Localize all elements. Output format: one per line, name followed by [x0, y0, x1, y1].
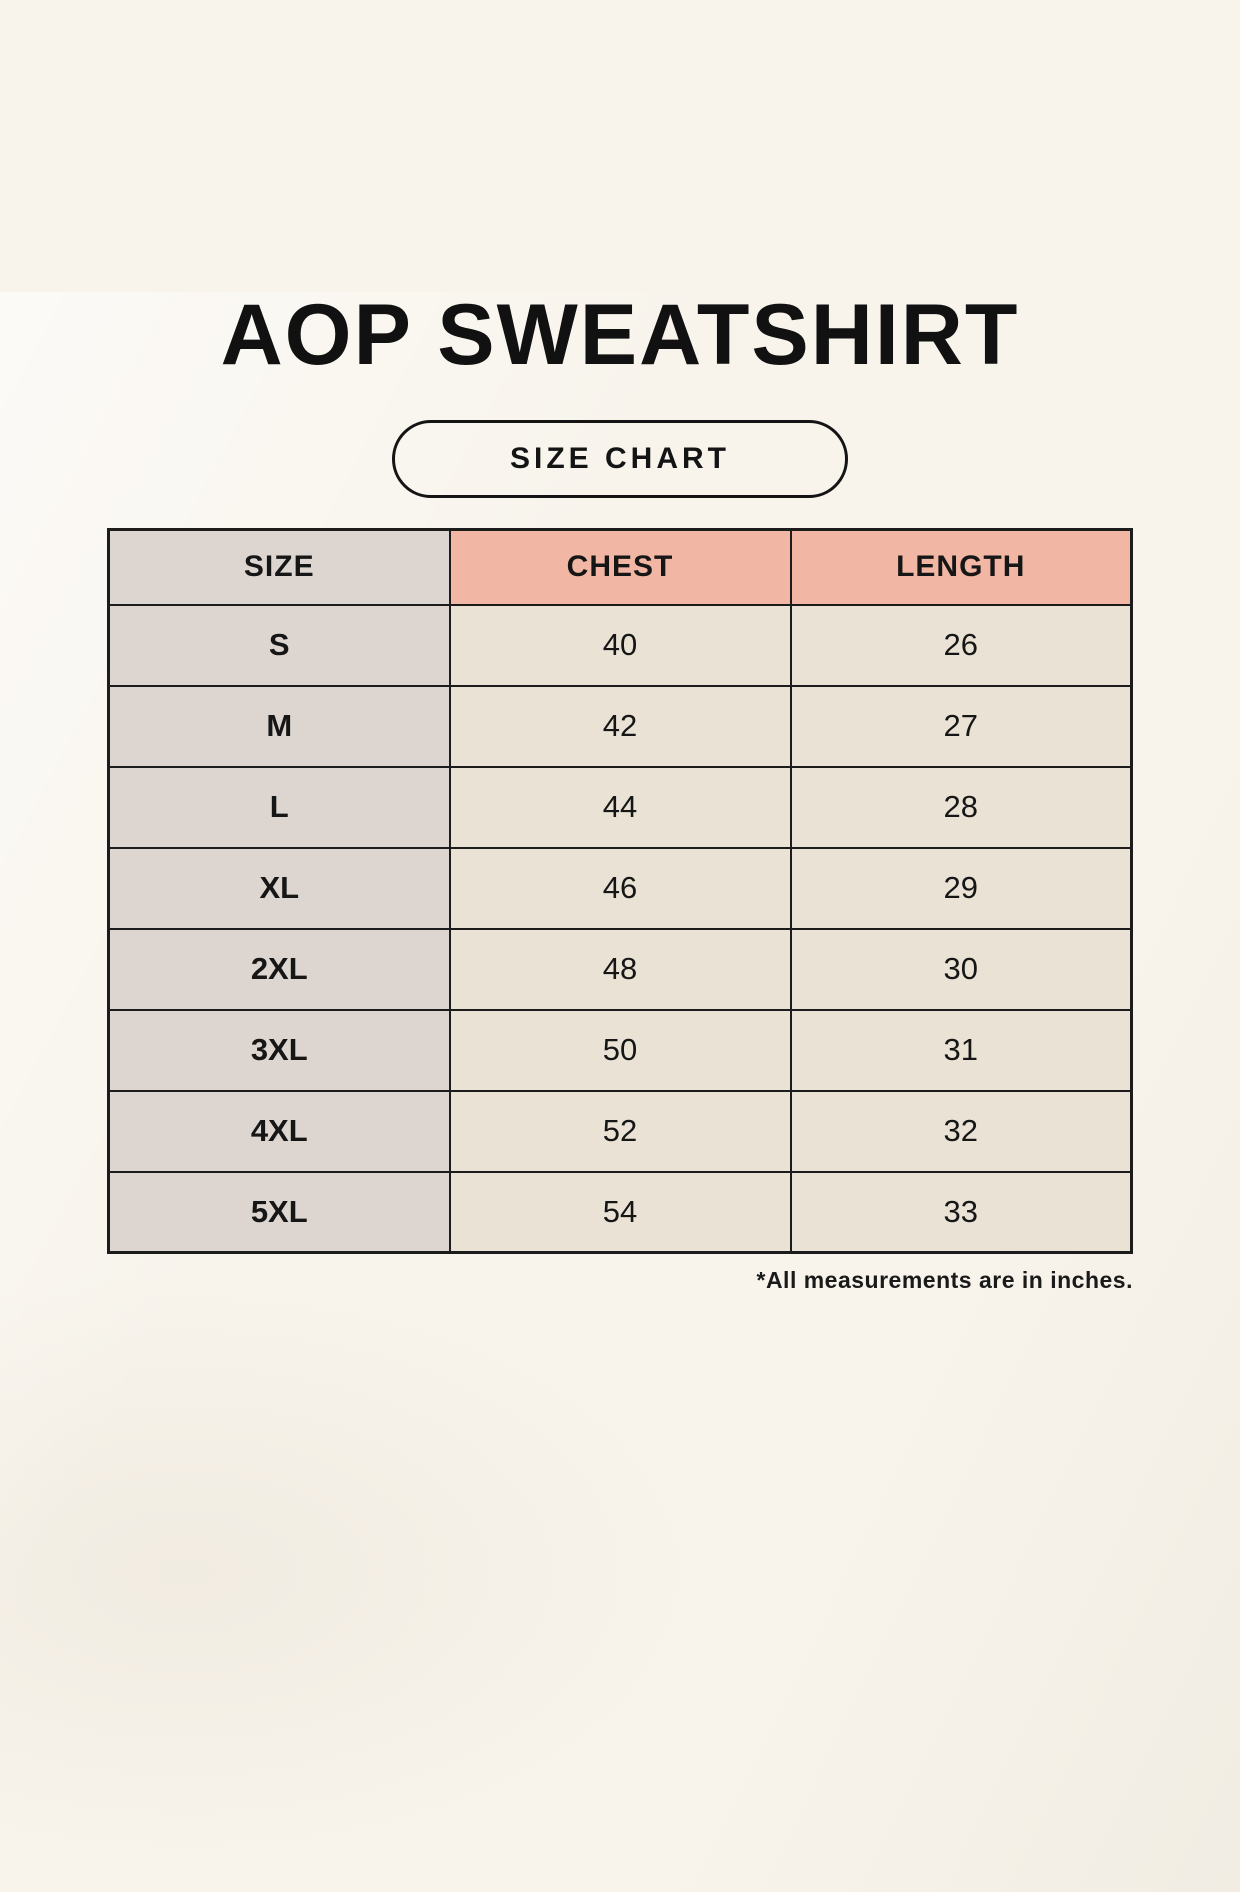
chest-cell: 42	[448, 684, 792, 768]
size-chart-badge-label: SIZE CHART	[510, 442, 730, 475]
length-cell: 26	[789, 603, 1133, 687]
chest-cell: 40	[448, 603, 792, 687]
size-cell: 5XL	[107, 1170, 451, 1254]
table-row: L 44 28	[107, 765, 1133, 849]
length-cell: 31	[789, 1008, 1133, 1092]
size-cell: S	[107, 603, 451, 687]
size-table-body: S 40 26 M 42 27 L 44 28 XL 46 29 2XL 48	[107, 603, 1133, 1254]
size-cell: L	[107, 765, 451, 849]
measurements-footnote: *All measurements are in inches.	[756, 1267, 1133, 1293]
chest-cell: 44	[448, 765, 792, 849]
size-cell: 4XL	[107, 1089, 451, 1173]
size-cell: 3XL	[107, 1008, 451, 1092]
table-row: 3XL 50 31	[107, 1008, 1133, 1092]
table-row: XL 46 29	[107, 846, 1133, 930]
column-header-length: LENGTH	[789, 528, 1133, 606]
size-cell: XL	[107, 846, 451, 930]
size-chart-page: AOP SWEATSHIRT SIZE CHART SIZE CHEST LEN…	[0, 292, 1240, 1294]
length-cell: 27	[789, 684, 1133, 768]
table-row: 2XL 48 30	[107, 927, 1133, 1011]
length-cell: 32	[789, 1089, 1133, 1173]
table-row: M 42 27	[107, 684, 1133, 768]
length-cell: 28	[789, 765, 1133, 849]
length-cell: 29	[789, 846, 1133, 930]
table-row: 5XL 54 33	[107, 1170, 1133, 1254]
column-header-chest: CHEST	[448, 528, 792, 606]
size-table-header: SIZE CHEST LENGTH	[107, 528, 1133, 606]
header-row: SIZE CHEST LENGTH	[107, 528, 1133, 606]
size-table: SIZE CHEST LENGTH S 40 26 M 42 27 L 44 2…	[107, 528, 1133, 1254]
size-chart-badge: SIZE CHART	[392, 420, 848, 498]
length-cell: 33	[789, 1170, 1133, 1254]
size-cell: 2XL	[107, 927, 451, 1011]
table-row: S 40 26	[107, 603, 1133, 687]
size-cell: M	[107, 684, 451, 768]
chest-cell: 46	[448, 846, 792, 930]
table-row: 4XL 52 32	[107, 1089, 1133, 1173]
column-header-size: SIZE	[107, 528, 451, 606]
footnote-container: *All measurements are in inches.	[107, 1267, 1133, 1294]
page-title: AOP SWEATSHIRT	[220, 287, 1020, 383]
length-cell: 30	[789, 927, 1133, 1011]
chest-cell: 52	[448, 1089, 792, 1173]
chest-cell: 48	[448, 927, 792, 1011]
chest-cell: 54	[448, 1170, 792, 1254]
chest-cell: 50	[448, 1008, 792, 1092]
